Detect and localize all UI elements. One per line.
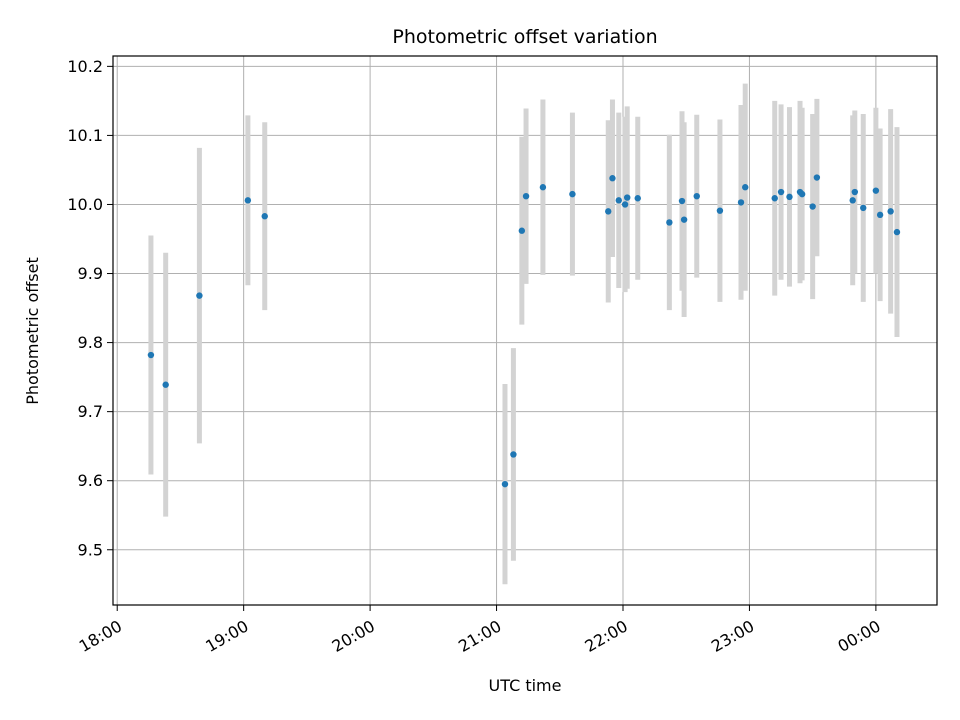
y-tick-label: 10.0: [67, 195, 103, 214]
data-point: [196, 292, 203, 299]
plot-frame: [112, 55, 938, 606]
y-tick-label: 9.8: [78, 333, 103, 352]
data-point: [876, 211, 884, 219]
data-point: [539, 184, 547, 191]
data-point: [522, 192, 530, 200]
y-tick-label: 10.2: [67, 57, 103, 76]
data-points: [147, 174, 901, 488]
y-axis: 9.5 9.6 9.7 9.8 9.9 10.0 10.1 10.2: [67, 57, 113, 559]
y-tick-label: 9.9: [78, 264, 103, 283]
data-point: [678, 197, 686, 205]
data-point: [813, 174, 821, 181]
data-point: [737, 199, 745, 206]
data-point: [244, 197, 252, 204]
data-point: [777, 188, 785, 196]
data-point: [569, 190, 576, 198]
data-point: [872, 187, 880, 194]
data-point: [624, 194, 631, 201]
y-tick-label: 9.5: [78, 540, 103, 559]
data-point: [893, 228, 901, 236]
data-point: [147, 351, 155, 359]
data-point: [162, 381, 169, 388]
data-point: [809, 203, 816, 210]
data-point: [798, 190, 806, 198]
data-point: [693, 192, 700, 200]
data-point: [786, 193, 793, 201]
data-point: [518, 227, 526, 234]
data-point: [605, 208, 612, 215]
x-axis-label: UTC time: [489, 676, 562, 695]
data-point: [609, 175, 616, 182]
data-point: [510, 451, 517, 458]
data-point: [615, 197, 622, 204]
data-point: [742, 184, 749, 191]
data-point: [501, 480, 509, 488]
y-axis-label: Photometric offset: [23, 257, 42, 405]
data-point: [261, 213, 268, 220]
data-point: [771, 195, 778, 202]
data-point: [887, 208, 894, 215]
data-point: [680, 216, 688, 223]
data-point: [634, 195, 641, 202]
data-point: [851, 188, 859, 196]
data-point: [860, 204, 867, 212]
chart-title: Photometric offset variation: [392, 26, 657, 48]
data-point: [716, 207, 724, 214]
y-tick-label: 9.6: [78, 471, 103, 490]
data-point: [849, 197, 856, 204]
data-point: [621, 201, 629, 208]
y-tick-label: 10.1: [67, 126, 103, 145]
data-point: [666, 219, 673, 226]
y-tick-label: 9.7: [78, 402, 103, 421]
